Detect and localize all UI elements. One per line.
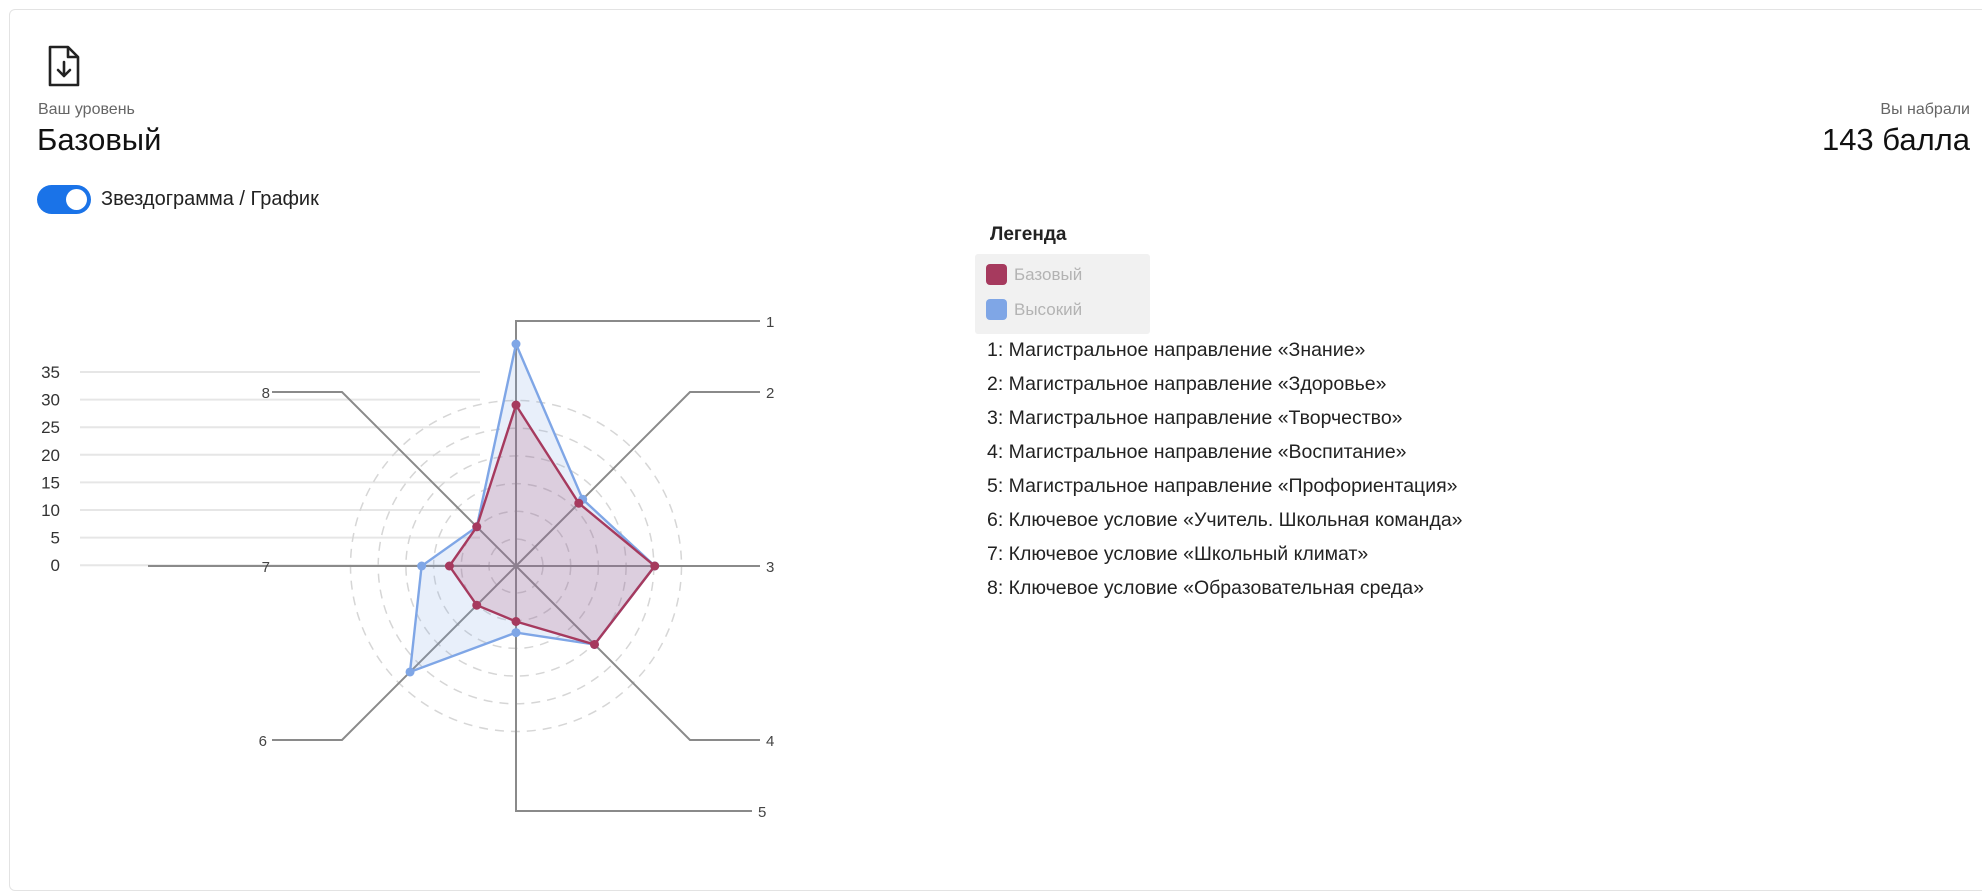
toggle-label: Звездограмма / График	[101, 188, 319, 210]
level-value: Базовый	[37, 122, 162, 157]
legend-swatch-base	[986, 264, 1007, 285]
results-card	[9, 9, 1982, 891]
radar-axis-spoke	[515, 320, 760, 566]
axis-description: 6: Ключевое условие «Учитель. Школьная к…	[987, 509, 1463, 531]
axis-description: 2: Магистральное направление «Здоровье»	[987, 373, 1387, 395]
legend-swatch-high	[986, 299, 1007, 320]
score-value: 143 балла	[1821, 122, 1970, 157]
axis-description: 4: Магистральное направление «Воспитание…	[987, 441, 1407, 463]
score-caption: Вы набрали	[1880, 101, 1970, 118]
tick-label: 0	[51, 556, 60, 575]
axis-description-list: 1: Магистральное направление «Знание» 2:…	[987, 336, 1463, 608]
axis-label: 4	[766, 733, 774, 750]
tick-label: 15	[41, 473, 60, 492]
file-download-icon[interactable]	[44, 43, 84, 89]
level-caption: Ваш уровень	[38, 101, 135, 118]
axis-label: 1	[766, 314, 774, 331]
axis-description: 7: Ключевое условие «Школьный климат»	[987, 543, 1369, 565]
series-point-base	[511, 617, 521, 626]
series-point-high	[511, 339, 521, 349]
series-point-base	[472, 522, 482, 532]
series-point-high	[417, 561, 427, 571]
axis-description: 8: Ключевое условие «Образовательная сре…	[987, 577, 1424, 599]
radar-axis-spoke	[515, 565, 760, 741]
series-point-base	[589, 639, 599, 649]
tick-label: 25	[41, 418, 60, 437]
series-point-base	[574, 498, 584, 508]
axis-label: 5	[758, 804, 766, 821]
axis-description: 5: Магистральное направление «Профориент…	[987, 475, 1458, 497]
toggle-knob	[66, 189, 87, 210]
toggle-switch[interactable]	[37, 185, 91, 214]
radar-axis-spoke	[515, 391, 760, 567]
radar-axis-spoke	[515, 566, 752, 812]
legend-item-base[interactable]: Базовый	[986, 264, 1082, 285]
axis-label: 3	[766, 559, 774, 576]
axis-label: 6	[259, 733, 267, 750]
tick-label: 5	[51, 529, 60, 548]
tick-label: 10	[41, 501, 60, 520]
tick-label: 20	[41, 446, 60, 465]
series-point-high	[405, 667, 415, 677]
series-point-base	[444, 561, 454, 571]
legend-item-high[interactable]: Высокий	[986, 299, 1082, 320]
axis-description: 3: Магистральное направление «Творчество…	[987, 407, 1403, 429]
legend-title: Легенда	[990, 224, 1067, 245]
axis-label: 7	[262, 559, 270, 576]
axis-label: 2	[766, 385, 774, 402]
series-point-base	[650, 561, 660, 571]
radar-chart: 35 30 25 20 15 10 5 0 1 2 3 4 5 6 7 8	[41, 314, 774, 821]
series-point-high	[511, 628, 521, 638]
axis-description: 1: Магистральное направление «Знание»	[987, 339, 1366, 361]
tick-label: 35	[41, 363, 60, 382]
legend: Базовый Высокий	[975, 254, 1150, 334]
radar-axis-spoke	[272, 565, 517, 741]
radar-axis-spoke	[272, 391, 517, 567]
legend-label-high: Высокий	[1014, 299, 1083, 319]
legend-label-base: Базовый	[1014, 264, 1083, 284]
series-point-base	[511, 400, 521, 410]
axis-label: 8	[262, 385, 270, 402]
chart-type-toggle[interactable]: Звездограмма / График	[37, 185, 319, 214]
series-point-base	[472, 600, 482, 610]
tick-label: 30	[41, 391, 60, 410]
